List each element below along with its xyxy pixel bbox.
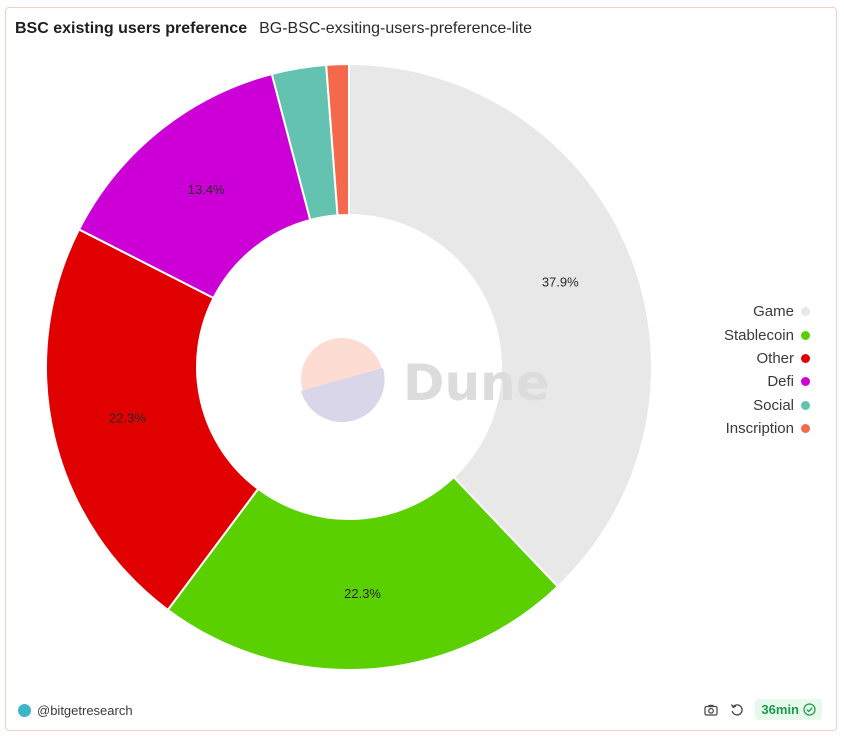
legend-label: Game: [753, 303, 794, 321]
slice-other[interactable]: [45, 228, 260, 612]
legend-item-social[interactable]: Social: [753, 394, 810, 417]
slice-stablecoin[interactable]: [166, 475, 560, 671]
data-label-defi: 13.4%: [188, 182, 225, 197]
legend-swatch: [801, 330, 810, 340]
data-labels-group: 37.9% 22.3% 22.3% 13.4%: [109, 182, 579, 601]
legend-label: Defi: [767, 373, 794, 391]
query-name[interactable]: BG-BSC-exsiting-users-preference-lite: [259, 20, 533, 37]
legend-swatch: [801, 424, 810, 434]
legend-item-stablecoin[interactable]: Stablecoin: [724, 323, 810, 346]
donut-chart: Dune 37.9% 22.3% 22.3% 13.4%: [45, 62, 654, 671]
chart-header: BSC existing users preference BG-BSC-exs…: [15, 20, 532, 38]
camera-icon[interactable]: [703, 702, 719, 718]
chart-card: BSC existing users preference BG-BSC-exs…: [5, 7, 837, 731]
slice-game[interactable]: [348, 62, 654, 588]
legend-label: Other: [756, 349, 794, 367]
bitget-logo-icon: [18, 704, 31, 717]
legend-label: Inscription: [725, 420, 794, 438]
check-circle-icon: [803, 703, 816, 716]
data-label-game: 37.9%: [542, 275, 579, 290]
author-handle: @bitgetresearch: [37, 703, 133, 718]
legend-label: Social: [753, 396, 794, 414]
data-label-other: 22.3%: [109, 411, 146, 426]
legend-swatch: [801, 353, 810, 363]
slices-group: [45, 62, 654, 671]
legend-item-other[interactable]: Other: [756, 347, 810, 370]
legend-swatch: [801, 307, 810, 317]
watermark-circle-bottom: [301, 368, 385, 423]
legend: Game Stablecoin Other Defi Social Inscription: [724, 300, 810, 440]
data-label-stablecoin: 22.3%: [344, 586, 381, 601]
author-credit[interactable]: @bitgetresearch: [18, 703, 133, 718]
legend-swatch: [801, 400, 810, 410]
refresh-time: 36min: [761, 702, 799, 717]
dune-watermark: Dune: [301, 338, 550, 423]
watermark-text: Dune: [403, 354, 550, 412]
legend-label: Stablecoin: [723, 326, 794, 344]
legend-item-inscription[interactable]: Inscription: [726, 417, 810, 440]
refresh-status-badge[interactable]: 36min: [755, 699, 822, 720]
chart-title: BSC existing users preference: [15, 20, 248, 37]
slice-defi[interactable]: [77, 72, 312, 300]
legend-item-game[interactable]: Game: [753, 300, 810, 323]
refresh-icon[interactable]: [729, 702, 745, 718]
legend-item-defi[interactable]: Defi: [767, 370, 810, 393]
slice-inscription[interactable]: [325, 62, 350, 217]
footer-actions: 36min: [703, 699, 822, 720]
legend-swatch: [801, 377, 810, 387]
